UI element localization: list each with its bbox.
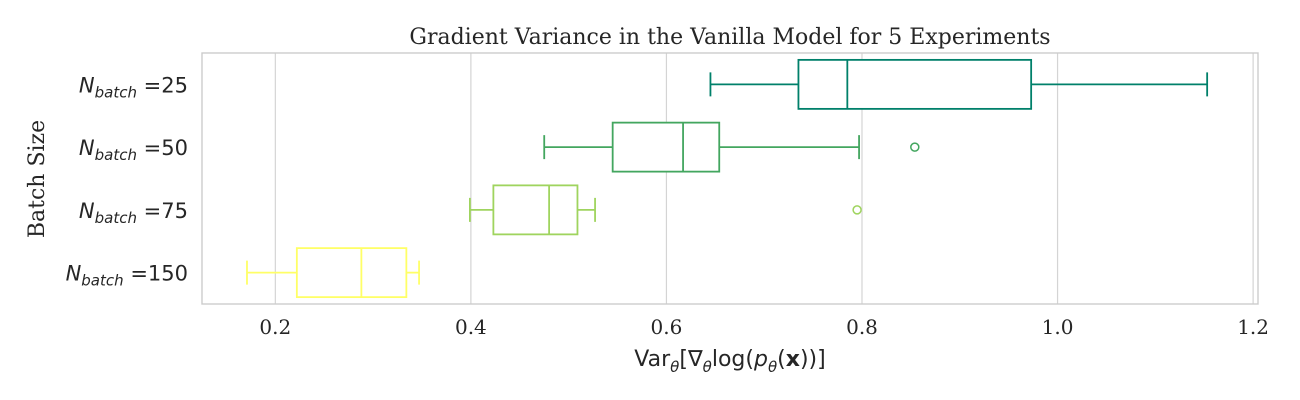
x-axis-label: Varθ[∇θlog(pθ(x))] <box>634 347 825 376</box>
iqr-box <box>611 121 721 173</box>
y-tick-labels: Nbatch =25 Nbatch =50 Nbatch =75 Nbatch =15… <box>66 73 188 289</box>
box-series <box>246 247 420 299</box>
box-series <box>709 58 1209 110</box>
outlier-point <box>852 205 862 215</box>
x-tick-label: 0.6 <box>651 315 683 339</box>
x-tick-label: 0.8 <box>846 315 878 339</box>
y-tick-label: Nbatch =25 <box>79 73 188 101</box>
boxes-layer <box>246 58 1209 299</box>
x-tick-labels: 0.2 0.4 0.6 0.8 1.0 1.2 <box>259 315 1269 339</box>
x-tick-label: 1.2 <box>1237 315 1269 339</box>
iqr-box <box>797 58 1033 110</box>
x-tick-label: 0.2 <box>259 315 291 339</box>
box-series <box>469 184 862 236</box>
grid-layer <box>274 53 1254 304</box>
box-series <box>543 121 920 173</box>
x-tick-label: 1.0 <box>1042 315 1074 339</box>
y-tick-label: Nbatch =50 <box>79 136 188 164</box>
outlier-point <box>910 142 920 152</box>
y-axis-label: Batch Size <box>25 120 50 238</box>
y-tick-label: Nbatch =75 <box>79 199 188 227</box>
plot-frame <box>201 52 1259 305</box>
iqr-box <box>295 247 408 299</box>
x-tick-label: 0.4 <box>455 315 487 339</box>
y-tick-label: Nbatch =150 <box>66 262 188 290</box>
iqr-box <box>492 184 579 236</box>
chart-title: Gradient Variance in the Vanilla Model f… <box>409 25 1050 50</box>
